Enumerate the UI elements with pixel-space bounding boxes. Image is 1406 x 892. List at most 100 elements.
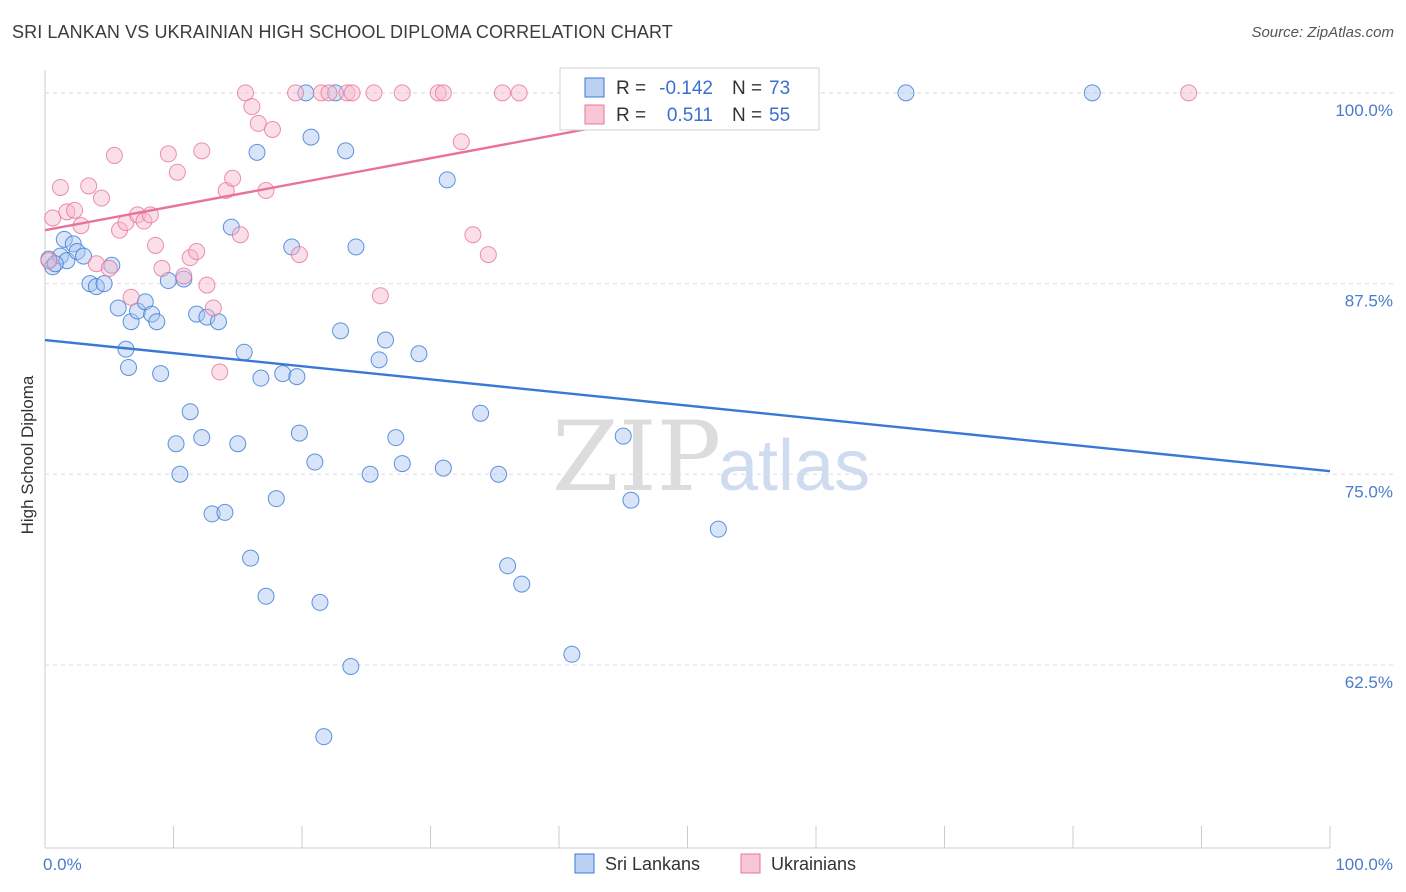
data-point [513, 575, 531, 593]
data-point [242, 549, 260, 567]
legend-n-label: N = [732, 78, 762, 99]
data-point [122, 288, 140, 306]
data-point [387, 429, 405, 447]
data-point [315, 728, 333, 746]
data-point [510, 84, 528, 102]
legend-r-label: R = [616, 78, 646, 99]
y-tick-label: 87.5% [1345, 292, 1393, 311]
chart-title: SRI LANKAN VS UKRAINIAN HIGH SCHOOL DIPL… [12, 22, 673, 42]
data-point [287, 84, 305, 102]
data-point [1180, 84, 1198, 102]
data-point [75, 247, 93, 265]
legend-label-sri-lankans: Sri Lankans [605, 854, 700, 874]
legend-swatch-sri-lankans [574, 853, 595, 874]
data-point [168, 163, 186, 181]
data-point [479, 246, 497, 264]
data-point [181, 249, 199, 267]
data-point [337, 142, 355, 160]
data-point [66, 201, 84, 219]
data-point [709, 520, 727, 538]
data-point [152, 365, 170, 383]
data-point [499, 557, 517, 575]
data-point [203, 505, 221, 523]
legend-series: Sri Lankans Ukrainians [574, 853, 856, 874]
data-point [171, 465, 189, 483]
data-point [216, 503, 234, 521]
data-point [188, 305, 206, 323]
data-point [343, 84, 361, 102]
x-tick-label: 0.0% [43, 855, 82, 874]
data-point [897, 84, 915, 102]
data-point [204, 299, 222, 317]
data-point [153, 259, 171, 277]
data-point [320, 84, 338, 102]
y-tick-label: 75.0% [1345, 482, 1393, 501]
data-point [100, 259, 118, 277]
gridlines [45, 92, 1395, 666]
data-point [1083, 84, 1101, 102]
data-point [297, 84, 315, 102]
data-point [252, 369, 270, 387]
data-point [55, 230, 73, 248]
data-point [64, 235, 82, 253]
data-point [109, 299, 127, 317]
legend-n-value: 73 [769, 78, 790, 99]
ukrainians-points [40, 84, 1198, 381]
data-point [347, 238, 365, 256]
legend-swatch-ukrainians [740, 853, 761, 874]
data-point [80, 177, 98, 195]
legend-n-value: 55 [769, 105, 790, 126]
data-point [181, 403, 199, 421]
data-point [267, 490, 285, 508]
data-point [193, 429, 211, 447]
data-point [342, 657, 360, 675]
data-point [370, 351, 388, 369]
data-point [248, 143, 266, 161]
legend-swatch-ukrainians [584, 104, 605, 125]
legend-n-label: N = [732, 105, 762, 126]
data-point [311, 593, 329, 611]
data-point [464, 226, 482, 244]
data-point [44, 209, 62, 227]
data-point [434, 459, 452, 477]
data-point [122, 313, 140, 331]
watermark-atlas: atlas [718, 426, 870, 506]
data-point [236, 84, 254, 102]
data-point [231, 226, 249, 244]
data-point [120, 358, 138, 376]
data-point [332, 322, 350, 340]
data-point [87, 255, 105, 273]
data-point [95, 275, 113, 293]
data-point [326, 84, 344, 102]
legend-r-value: 0.511 [667, 105, 713, 126]
legend-swatch-sri-lankans [584, 77, 605, 98]
data-point [434, 84, 452, 102]
legend-r-label: R = [616, 105, 646, 126]
data-point [274, 365, 292, 383]
data-point [105, 146, 123, 164]
data-point [371, 287, 389, 305]
sri-lankans-points [40, 84, 1101, 746]
data-point [393, 84, 411, 102]
data-point [193, 142, 211, 160]
data-point [493, 84, 511, 102]
x-tick-labels: 0.0% 100.0% [43, 855, 1393, 874]
data-point [93, 189, 111, 207]
data-point [302, 128, 320, 146]
data-point [243, 98, 261, 116]
data-point [410, 345, 428, 363]
data-point [249, 114, 267, 132]
data-point [229, 435, 247, 453]
data-point [257, 587, 275, 605]
data-point [51, 178, 69, 196]
data-point [263, 120, 281, 138]
data-point [290, 424, 308, 442]
data-point [224, 169, 242, 187]
y-axis-label: High School Diploma [18, 375, 37, 534]
data-point [188, 243, 206, 261]
data-point [614, 427, 632, 445]
y-tick-label: 100.0% [1335, 101, 1393, 120]
legend-r-value: -0.142 [659, 78, 713, 99]
data-point [167, 435, 185, 453]
trend-line-sri-lankans [44, 338, 1331, 473]
